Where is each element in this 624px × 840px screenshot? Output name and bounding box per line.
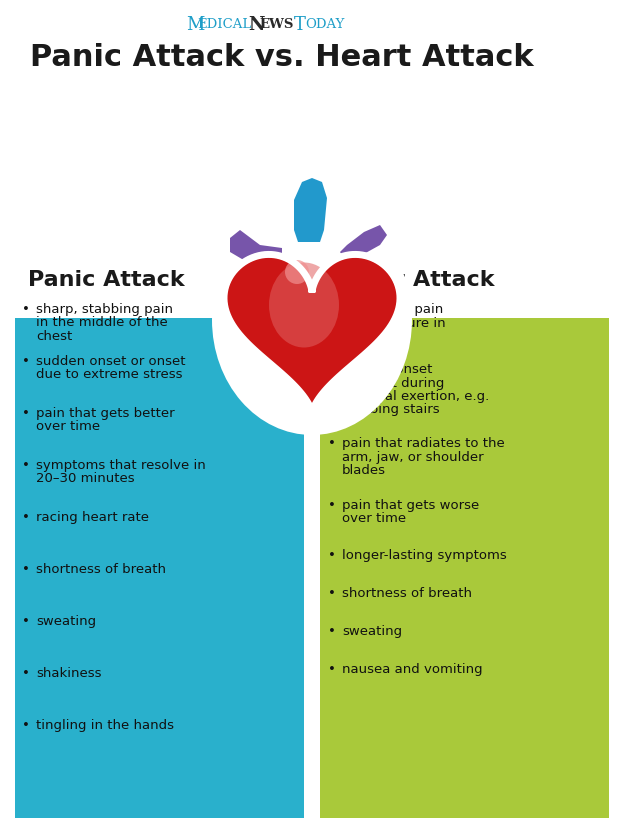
Text: tingling in the hands: tingling in the hands: [36, 719, 174, 732]
Text: over time: over time: [342, 512, 406, 526]
Text: Panic Attack vs. Heart Attack: Panic Attack vs. Heart Attack: [30, 43, 534, 71]
Text: climbing stairs: climbing stairs: [342, 403, 440, 417]
Polygon shape: [230, 230, 282, 262]
Text: or onset during: or onset during: [342, 376, 444, 390]
Text: sharp, stabbing pain: sharp, stabbing pain: [36, 303, 173, 316]
FancyBboxPatch shape: [15, 318, 304, 818]
Text: EWS: EWS: [259, 18, 293, 31]
FancyBboxPatch shape: [320, 318, 609, 818]
Polygon shape: [224, 255, 400, 413]
Text: M: M: [186, 16, 205, 34]
Polygon shape: [340, 225, 387, 255]
Text: •: •: [22, 303, 30, 316]
Text: •: •: [22, 615, 30, 628]
Text: chest: chest: [36, 330, 72, 343]
Text: longer-lasting symptoms: longer-lasting symptoms: [342, 549, 507, 562]
Text: due to extreme stress: due to extreme stress: [36, 369, 182, 381]
Text: •: •: [328, 303, 336, 316]
Text: •: •: [22, 459, 30, 472]
Text: •: •: [22, 667, 30, 680]
Text: blades: blades: [342, 464, 386, 477]
Ellipse shape: [212, 205, 412, 435]
Text: arm, jaw, or shoulder: arm, jaw, or shoulder: [342, 450, 484, 464]
Text: sudden onset: sudden onset: [342, 363, 432, 376]
Text: •: •: [328, 549, 336, 562]
Text: •: •: [328, 363, 336, 376]
Text: over time: over time: [36, 421, 100, 433]
Text: sweating: sweating: [36, 615, 96, 628]
Text: physical exertion, e.g.: physical exertion, e.g.: [342, 390, 489, 403]
Ellipse shape: [269, 262, 339, 348]
Circle shape: [285, 260, 309, 284]
Text: •: •: [328, 587, 336, 600]
Text: •: •: [22, 563, 30, 576]
Text: Heart Attack: Heart Attack: [335, 270, 494, 290]
Text: racing heart rate: racing heart rate: [36, 511, 149, 524]
Text: •: •: [22, 407, 30, 420]
Text: pain that radiates to the: pain that radiates to the: [342, 437, 505, 450]
Text: the chest: the chest: [342, 330, 404, 343]
Text: 20–30 minutes: 20–30 minutes: [36, 472, 135, 486]
Text: shakiness: shakiness: [36, 667, 102, 680]
Text: squeezing pain: squeezing pain: [342, 303, 443, 316]
Text: EDICAL: EDICAL: [197, 18, 251, 31]
Text: •: •: [328, 663, 336, 676]
Text: sweating: sweating: [342, 625, 402, 638]
Text: shortness of breath: shortness of breath: [36, 563, 166, 576]
Text: shortness of breath: shortness of breath: [342, 587, 472, 600]
Text: N: N: [248, 16, 265, 34]
Text: •: •: [22, 355, 30, 368]
Text: in the middle of the: in the middle of the: [36, 317, 168, 329]
Polygon shape: [294, 178, 327, 242]
Text: •: •: [328, 625, 336, 638]
Text: sudden onset or onset: sudden onset or onset: [36, 355, 185, 368]
Text: •: •: [328, 437, 336, 450]
Text: pain that gets worse: pain that gets worse: [342, 499, 479, 512]
Text: Panic Attack: Panic Attack: [28, 270, 185, 290]
Text: pain that gets better: pain that gets better: [36, 407, 175, 420]
Text: nausea and vomiting: nausea and vomiting: [342, 663, 482, 676]
Text: •: •: [328, 499, 336, 512]
Text: ODAY: ODAY: [305, 18, 344, 31]
Text: •: •: [22, 511, 30, 524]
Text: symptoms that resolve in: symptoms that resolve in: [36, 459, 206, 472]
Text: T: T: [294, 16, 306, 34]
Text: and pressure in: and pressure in: [342, 317, 446, 329]
Text: •: •: [22, 719, 30, 732]
